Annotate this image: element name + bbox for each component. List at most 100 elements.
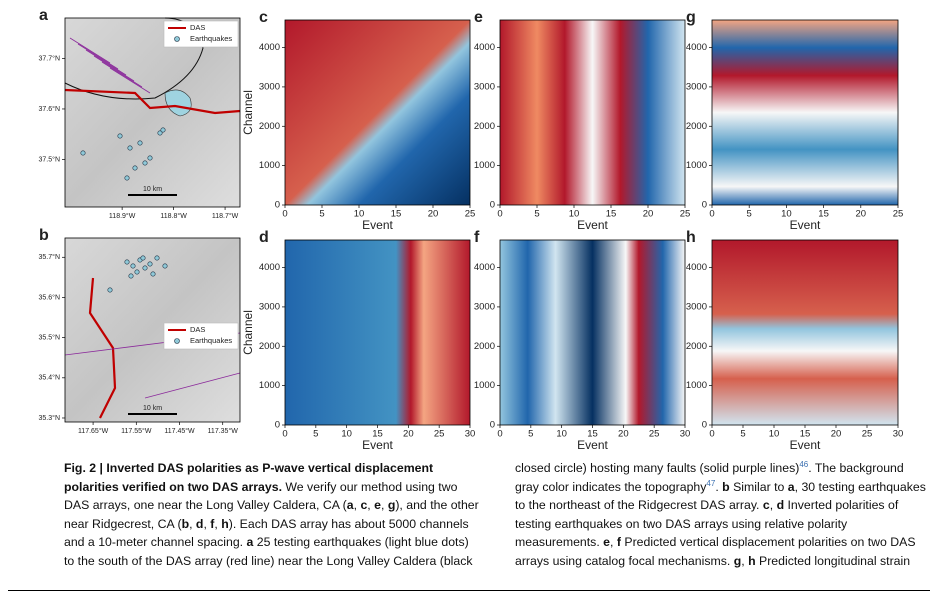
y-tick-label: 35.7°N xyxy=(39,253,60,261)
heatmap xyxy=(712,20,898,205)
earthquake xyxy=(128,273,134,279)
das-cable xyxy=(64,88,241,115)
earthquake xyxy=(117,133,123,139)
caption-bold: d xyxy=(776,498,785,512)
x-tick-label: 5 xyxy=(747,209,752,220)
caption-bold: a xyxy=(787,479,795,494)
caption-text: , xyxy=(769,498,777,512)
fault xyxy=(109,67,151,94)
x-tick-label: 5 xyxy=(528,429,533,440)
caption-text: Similar to xyxy=(729,479,788,494)
legend-swatch xyxy=(174,36,180,42)
panel-label: d xyxy=(259,229,269,246)
y-tick-label: 0 xyxy=(490,200,495,211)
caption-bold: g xyxy=(387,498,396,512)
y-tick-label: 0 xyxy=(490,420,495,431)
x-axis-label: Event xyxy=(362,218,393,232)
caption-text: ), and the other near Ridgecrest, CA ( xyxy=(64,498,479,531)
y-tick-label: 4000 xyxy=(686,42,707,53)
earthquake xyxy=(140,255,146,261)
x-tick-label: 15 xyxy=(587,429,598,440)
fault xyxy=(85,49,127,76)
x-tick-label: 25 xyxy=(862,429,873,440)
x-tick-label: 20 xyxy=(856,209,867,220)
frame xyxy=(711,19,899,206)
y-tick-label: 1000 xyxy=(259,380,280,391)
x-tick-label: 117.55°W xyxy=(121,427,152,435)
caption-bold: e xyxy=(374,498,381,512)
caption-text: Predicted longitudinal strain polarities… xyxy=(759,553,911,568)
x-tick-label: 15 xyxy=(818,209,829,220)
fault xyxy=(69,37,111,64)
earthquake xyxy=(154,255,160,261)
frame xyxy=(284,19,471,206)
scale-label: 10 km xyxy=(143,186,162,193)
caption-text: Inverted polarities of testing earthquak… xyxy=(515,498,899,549)
panel-label: b xyxy=(39,227,49,244)
y-tick-label: 3000 xyxy=(474,81,495,92)
earthquake xyxy=(130,263,136,269)
x-tick-label: 0 xyxy=(282,209,287,220)
caption-text: , xyxy=(741,553,749,568)
caption-bold: d xyxy=(195,516,204,531)
heatmap xyxy=(712,240,898,425)
x-tick-label: 0 xyxy=(497,209,502,220)
x-tick-label: 10 xyxy=(569,209,580,220)
x-tick-label: 0 xyxy=(497,429,502,440)
x-tick-label: 25 xyxy=(893,209,904,220)
x-axis-label: Event xyxy=(577,218,608,232)
x-tick-label: 117.65°W xyxy=(78,427,109,435)
heatmap xyxy=(500,240,685,425)
figure: a DAS Earthquakes 10 km 118.9°W 118.8°W 118.7°… xyxy=(39,7,904,452)
x-tick-label: 10 xyxy=(769,429,780,440)
x-tick-label: 5 xyxy=(313,429,318,440)
y-tick-label: 4000 xyxy=(474,262,495,273)
citation[interactable]: 46 xyxy=(799,459,809,469)
caption-text: , xyxy=(610,535,617,549)
caption-text: 25 testing earthquakes (light blue dots)… xyxy=(64,461,800,568)
caption-bold: c xyxy=(360,498,368,512)
earthquake xyxy=(142,265,148,271)
y-axis-label: Channel xyxy=(241,310,255,355)
y-tick-label: 2000 xyxy=(259,121,280,132)
caption-text: . The background gray color indicates th… xyxy=(515,461,904,494)
x-tick-label: 5 xyxy=(740,429,745,440)
caption-bold: f xyxy=(210,516,215,531)
caption-text: , 30 testing earthquakes to the northeas… xyxy=(515,479,926,513)
panel-label: e xyxy=(474,9,483,26)
legend-label: DAS xyxy=(190,23,205,32)
caption-text: , xyxy=(203,516,211,531)
x-tick-label: 0 xyxy=(282,429,287,440)
earthquake xyxy=(124,175,130,181)
caption-text: ). Each DAS array has about 5000 channel… xyxy=(64,516,469,550)
heatmap xyxy=(285,240,470,425)
y-tick-label: 0 xyxy=(275,200,280,211)
rule xyxy=(8,590,930,591)
x-tick-label: 10 xyxy=(341,429,352,440)
x-axis-label: Event xyxy=(790,438,821,452)
fault xyxy=(144,372,241,399)
citation[interactable]: 47 xyxy=(706,478,716,488)
caption-bold: b xyxy=(722,479,730,494)
y-tick-label: 0 xyxy=(702,200,707,211)
y-tick-label: 35.6°N xyxy=(39,293,60,301)
legend-label: Earthquakes xyxy=(190,336,232,345)
x-tick-label: 25 xyxy=(434,429,445,440)
caption-text: , xyxy=(353,498,361,512)
x-tick-label: 5 xyxy=(534,209,539,220)
earthquake xyxy=(142,160,148,166)
x-tick-label: 0 xyxy=(709,209,714,220)
caption-text: , xyxy=(189,516,196,531)
frame xyxy=(499,19,686,206)
x-tick-label: 5 xyxy=(319,209,324,220)
earthquake xyxy=(147,155,153,161)
legend-swatch xyxy=(174,338,180,344)
x-tick-label: 117.45°W xyxy=(164,427,195,435)
x-tick-label: 20 xyxy=(831,429,842,440)
caption-bold: f xyxy=(616,535,621,549)
earthquake xyxy=(150,271,156,277)
y-tick-label: 1000 xyxy=(474,160,495,171)
y-tick-label: 37.6°N xyxy=(39,105,60,113)
y-tick-label: 1000 xyxy=(474,380,495,391)
